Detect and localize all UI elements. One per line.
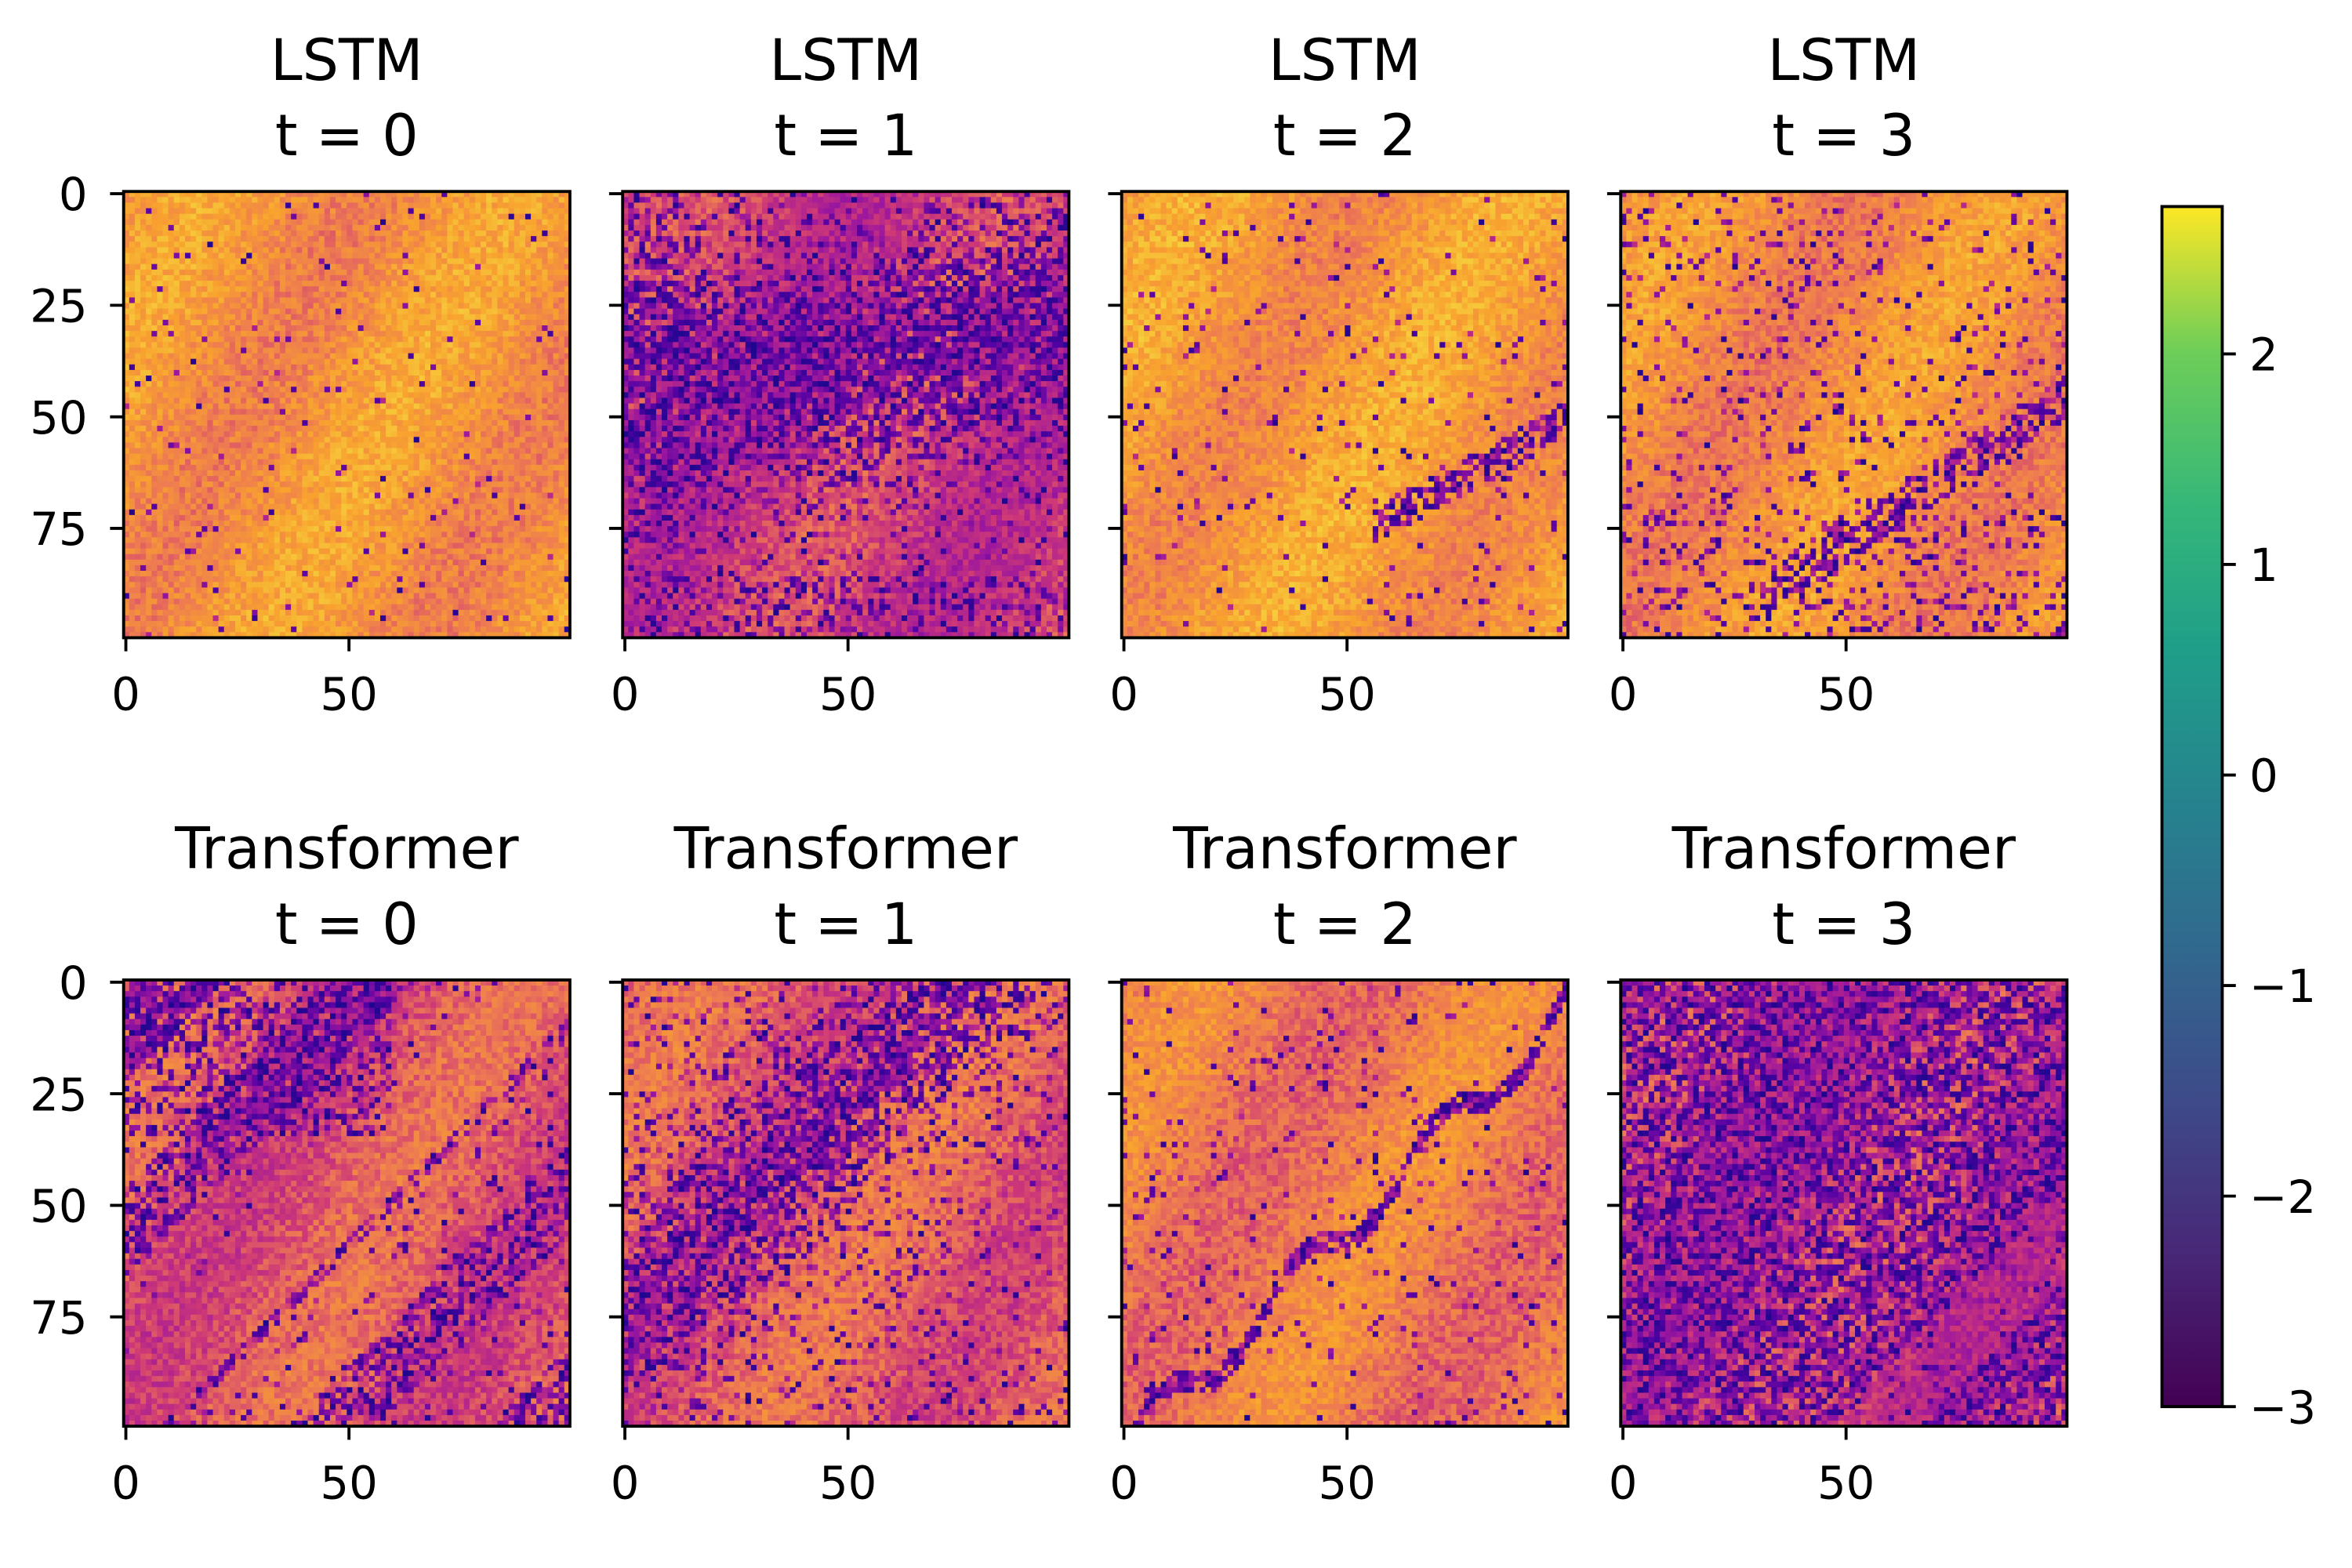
x-tick-label: 50 — [819, 1456, 877, 1509]
colorbar: 2 1 0 −1 −2 −3 — [2162, 206, 2317, 1434]
y-tick-label: 75 — [30, 503, 87, 556]
y-tick-label: 50 — [30, 391, 87, 445]
colorbar-tick-label: −1 — [2249, 960, 2316, 1013]
panel-title-time: t = 2 — [1273, 891, 1417, 958]
x-tick-label: 50 — [1318, 668, 1375, 721]
panel-title-model: LSTM — [270, 27, 423, 94]
heatmap-image — [1122, 191, 1569, 638]
panel-title-model: LSTM — [1269, 27, 1421, 94]
x-tick-label: 0 — [1109, 668, 1138, 721]
x-tick-label: 0 — [611, 1456, 640, 1509]
heatmap-image — [124, 980, 571, 1427]
x-tick-label: 0 — [1609, 1456, 1638, 1509]
colorbar-tick-label: 0 — [2249, 750, 2278, 803]
x-tick-label: 0 — [111, 1456, 140, 1509]
panel-title-time: t = 0 — [275, 103, 419, 169]
x-tick-label: 0 — [611, 668, 640, 721]
panel-lstm-t0: LSTM t = 0 0 50 0 25 50 75 — [30, 27, 571, 721]
y-tick-label: 75 — [30, 1291, 87, 1345]
y-tick-label: 50 — [30, 1180, 87, 1233]
x-tick-label: 50 — [320, 668, 377, 721]
x-tick-label: 50 — [320, 1456, 377, 1509]
panel-title-time: t = 1 — [774, 891, 917, 958]
panel-title-model: Transformer — [1671, 816, 2016, 883]
colorbar-tick-label: −3 — [2249, 1381, 2316, 1434]
x-tick-label: 50 — [819, 668, 877, 721]
panel-lstm-t3: LSTM t = 3 0 50 — [1607, 27, 2067, 721]
panel-transformer-t3: Transformer t = 3 0 50 — [1607, 816, 2067, 1510]
panel-lstm-t1: LSTM t = 1 0 50 — [609, 27, 1069, 721]
panel-title-time: t = 3 — [1772, 891, 1915, 958]
colorbar-tick-label: −2 — [2249, 1171, 2316, 1224]
x-tick-label: 50 — [1318, 1456, 1375, 1509]
panel-title-time: t = 2 — [1273, 103, 1417, 169]
heatmap-image — [1621, 191, 2067, 638]
heatmap-image — [622, 980, 1069, 1427]
y-tick-label: 0 — [59, 956, 88, 1010]
colorbar-tick-label: 2 — [2249, 328, 2278, 382]
y-tick-label: 25 — [30, 1068, 87, 1121]
x-tick-label: 50 — [1817, 668, 1875, 721]
colorbar-tick-label: 1 — [2249, 539, 2278, 592]
panel-title-model: LSTM — [1767, 27, 1920, 94]
panel-title-model: LSTM — [769, 27, 922, 94]
colorbar-gradient — [2162, 206, 2223, 1406]
panel-title-model: Transformer — [174, 816, 519, 883]
heatmap-image — [124, 191, 571, 638]
y-tick-label: 0 — [59, 168, 88, 221]
y-tick-label: 25 — [30, 280, 87, 333]
panel-transformer-t2: Transformer t = 2 0 50 — [1108, 816, 1568, 1510]
panel-title-model: Transformer — [673, 816, 1018, 883]
x-tick-label: 50 — [1817, 1456, 1875, 1509]
panel-transformer-t0: Transformer t = 0 0 50 0 25 50 75 — [30, 816, 571, 1510]
x-tick-label: 0 — [111, 668, 140, 721]
panel-title-model: Transformer — [1172, 816, 1517, 883]
heatmap-image — [1621, 980, 2067, 1427]
panel-title-time: t = 3 — [1772, 103, 1915, 169]
panel-title-time: t = 1 — [774, 103, 917, 169]
x-tick-label: 0 — [1109, 1456, 1138, 1509]
panel-transformer-t1: Transformer t = 1 0 50 — [609, 816, 1069, 1510]
x-tick-label: 0 — [1609, 668, 1638, 721]
heatmap-image — [622, 191, 1069, 638]
panel-title-time: t = 0 — [275, 891, 419, 958]
panel-lstm-t2: LSTM t = 2 0 50 — [1108, 27, 1568, 721]
heatmap-image — [1122, 980, 1569, 1427]
